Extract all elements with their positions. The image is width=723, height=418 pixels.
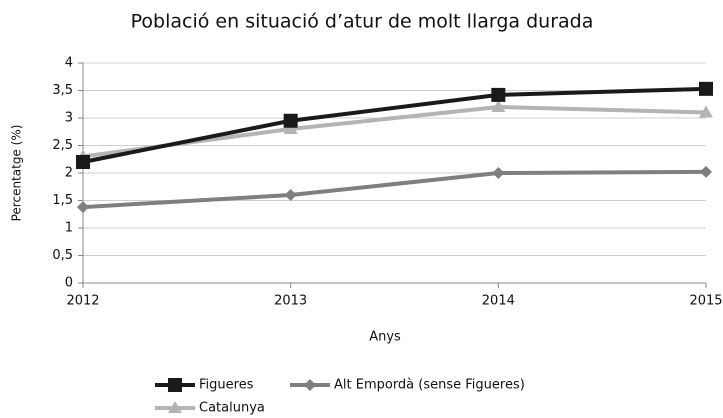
legend-label: Catalunya bbox=[199, 401, 265, 416]
y-tick-label: 4 bbox=[65, 56, 73, 71]
marker bbox=[168, 378, 182, 392]
y-tick-label: 0 bbox=[65, 276, 73, 291]
marker bbox=[283, 122, 298, 134]
marker bbox=[491, 87, 506, 102]
y-axis-label: Percentatge (%) bbox=[10, 125, 24, 222]
series-line bbox=[82, 86, 707, 164]
x-tick-label: 2013 bbox=[274, 294, 307, 309]
y-tick-label: 1 bbox=[65, 221, 73, 236]
marker bbox=[168, 401, 182, 413]
chart-title: Població en situació d’atur de molt llar… bbox=[131, 11, 594, 33]
x-tick-label: 2012 bbox=[66, 294, 99, 309]
y-tick-label: 3 bbox=[65, 111, 73, 126]
y-tick-label: 0,5 bbox=[52, 248, 73, 263]
marker bbox=[699, 81, 713, 96]
marker bbox=[77, 201, 89, 214]
marker bbox=[283, 113, 298, 128]
marker bbox=[699, 105, 713, 118]
series-line bbox=[82, 169, 707, 210]
y-tick-label: 2,5 bbox=[52, 138, 73, 153]
marker bbox=[492, 167, 505, 179]
marker bbox=[304, 379, 316, 391]
marker bbox=[491, 100, 506, 112]
y-tick-label: 2 bbox=[65, 166, 73, 181]
x-tick-label: 2015 bbox=[689, 294, 722, 309]
x-axis-label: Anys bbox=[369, 330, 401, 345]
y-tick-label: 1,5 bbox=[52, 193, 73, 208]
series-line bbox=[82, 104, 707, 159]
marker bbox=[284, 189, 297, 201]
y-tick-label: 3,5 bbox=[52, 83, 73, 98]
legend-label: Alt Empordà (sense Figueres) bbox=[334, 378, 525, 393]
legend-label: Figueres bbox=[199, 378, 254, 393]
marker bbox=[76, 155, 90, 169]
x-tick-label: 2014 bbox=[482, 294, 515, 309]
marker bbox=[700, 165, 712, 178]
